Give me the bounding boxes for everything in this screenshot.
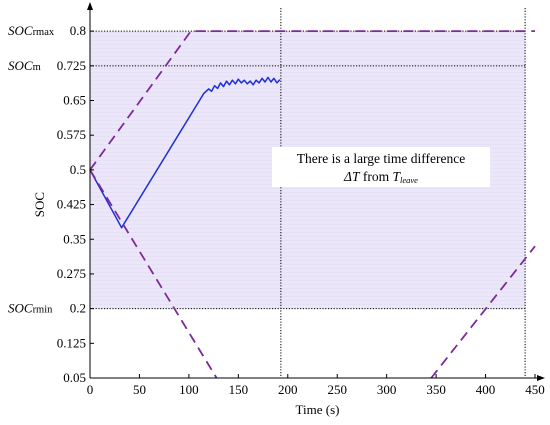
- y-tick-label-10: 0.8: [70, 23, 86, 38]
- y-tick-label-0: 0.05: [63, 370, 86, 385]
- annotation-t: T: [392, 169, 401, 184]
- soc-ref-label-main-0: SOC: [8, 23, 33, 38]
- x-tick-label-8: 400: [476, 382, 496, 397]
- y-tick-label-5: 0.425: [57, 197, 86, 212]
- series-line-0: [89, 76, 281, 229]
- soc-ref-label-main-2: SOC: [8, 301, 33, 316]
- y-tick-label-3: 0.275: [57, 266, 86, 281]
- annotation-line-2: ΔT from Tleave: [343, 169, 418, 185]
- y-tick-label-1: 0.125: [57, 335, 86, 350]
- y-axis-arrow: [87, 2, 93, 10]
- soc-ref-label-1: SOCm: [8, 58, 41, 73]
- x-tick-label-9: 450: [525, 382, 545, 397]
- y-axis-title: SOC: [32, 192, 47, 217]
- x-tick-label-5: 250: [327, 382, 347, 397]
- annotation-delta: ΔT: [343, 169, 361, 184]
- annotation-box: There is a large time difference ΔT from…: [272, 147, 490, 187]
- y-tick-label-7: 0.575: [57, 127, 86, 142]
- x-tick-label-3: 150: [229, 382, 249, 397]
- y-tick-label-9: 0.725: [57, 58, 86, 73]
- axes: [87, 2, 545, 381]
- x-axis-arrow: [537, 375, 545, 381]
- annotation-from: from: [359, 169, 392, 184]
- annotation-background: [272, 147, 490, 187]
- soc-ref-label-0: SOCrmax: [8, 23, 55, 38]
- x-tick-label-4: 200: [278, 382, 298, 397]
- series-line-2: [89, 169, 218, 379]
- annotation-line-1: There is a large time difference: [297, 151, 466, 166]
- labels: 0 50 100 150 200 250 300 350 400 450 0.05 0.125 0.2 0…: [8, 23, 545, 417]
- y-tick-label-4: 0.35: [63, 231, 86, 246]
- annotation-subscript: leave: [400, 175, 418, 185]
- soc-ref-label-sub-2: rmin: [33, 305, 54, 316]
- y-tick-label-2: 0.2: [70, 301, 86, 316]
- x-tick-label-7: 350: [426, 382, 446, 397]
- x-axis-title: Time (s): [296, 402, 340, 417]
- x-tick-label-0: 0: [87, 382, 94, 397]
- soc-ref-label-sub-0: rmax: [33, 27, 55, 38]
- y-tick-label-6: 0.5: [70, 162, 86, 177]
- y-tick-label-8: 0.65: [63, 93, 86, 108]
- series-lines: [89, 30, 536, 379]
- reference-lines: [90, 8, 526, 378]
- series-line-1: [89, 30, 535, 171]
- series-line-3: [430, 245, 536, 379]
- x-tick-label-2: 100: [179, 382, 199, 397]
- soc-ref-label-2: SOCrmin: [8, 301, 53, 316]
- x-tick-label-6: 300: [377, 382, 397, 397]
- x-tick-label-1: 50: [133, 382, 146, 397]
- soc-ref-label-main-1: SOC: [8, 58, 33, 73]
- soc-ref-label-sub-1: m: [33, 62, 41, 73]
